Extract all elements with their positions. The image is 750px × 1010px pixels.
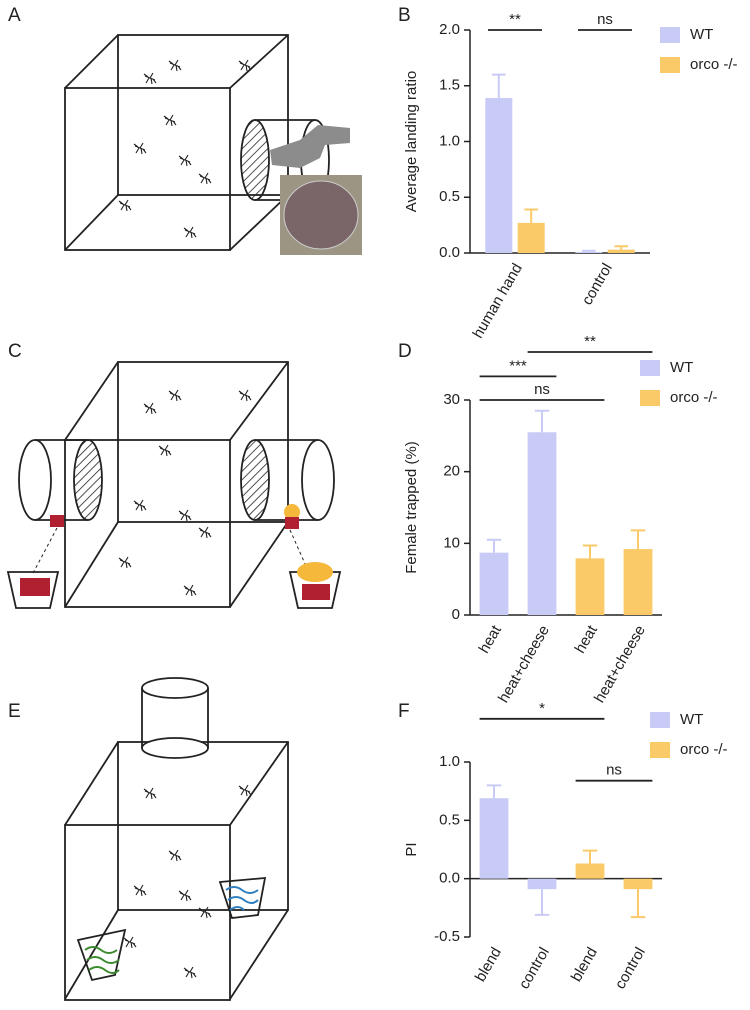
bar: [607, 249, 635, 253]
x-tick-label: control: [579, 260, 616, 307]
y-tick-label: 20: [443, 463, 460, 480]
panel-labels: A B C D E F: [8, 5, 412, 722]
y-tick-label: 1.0: [439, 132, 460, 149]
significance-label: ***: [509, 357, 527, 374]
error-bar: [486, 538, 502, 553]
error-bar: [630, 889, 646, 919]
y-tick-label: -0.5: [434, 928, 460, 945]
bar: [623, 878, 653, 890]
cage-diagram: [64, 34, 362, 255]
significance-label: ns: [534, 381, 550, 398]
error-bar: [582, 849, 598, 864]
y-axis-label: Average landing ratio: [403, 71, 420, 213]
panel-label: D: [398, 341, 412, 362]
bar: [527, 878, 557, 890]
y-tick-label: 0.5: [439, 811, 460, 828]
x-tick-label: blend: [472, 944, 505, 984]
y-tick-label: 2.0: [439, 21, 460, 38]
trap-diagram: [6, 361, 342, 609]
error-bar: [486, 784, 502, 799]
panel-label: E: [8, 701, 21, 722]
panel-label: C: [8, 341, 22, 362]
x-tick-label: human hand: [469, 260, 525, 341]
legend-swatch: [640, 390, 660, 406]
significance-label: **: [584, 333, 596, 350]
legend-swatch: [640, 360, 660, 376]
y-tick-label: 1.0: [439, 753, 460, 770]
error-bar: [524, 208, 538, 223]
significance-label: ns: [606, 762, 622, 779]
legend-swatch: [650, 712, 670, 728]
significance-label: *: [539, 700, 545, 717]
legend-swatch: [660, 27, 680, 43]
x-tick-label: heat: [572, 622, 602, 657]
significance-label: **: [509, 11, 521, 28]
legend-label: orco -/-: [670, 389, 718, 406]
y-axis-label: PI: [403, 842, 420, 856]
legend-label: WT: [690, 26, 713, 43]
panel-label: B: [398, 5, 411, 26]
panel-label: F: [398, 701, 410, 722]
x-tick-label: heat+cheese: [495, 622, 553, 705]
bar: [575, 251, 603, 253]
legend-label: orco -/-: [680, 741, 728, 758]
legend-label: WT: [680, 711, 703, 728]
bar: [479, 552, 509, 615]
error-bar: [582, 544, 598, 559]
significance-label: ns: [597, 11, 613, 28]
bar: [485, 98, 513, 253]
bar: [575, 863, 605, 879]
y-axis-label: Female trapped (%): [403, 441, 420, 574]
error-bar: [582, 249, 596, 252]
bar: [623, 549, 653, 615]
y-tick-label: 0: [452, 606, 460, 623]
y-tick-label: 0.5: [439, 188, 460, 205]
x-tick-label: control: [516, 944, 553, 991]
error-bar: [492, 73, 506, 99]
bar: [479, 798, 509, 879]
x-tick-label: heat+cheese: [591, 622, 649, 705]
y-tick-label: 0.0: [439, 870, 460, 887]
error-bar: [534, 889, 550, 916]
bar: [517, 222, 545, 253]
legend-label: orco -/-: [690, 56, 738, 73]
x-tick-label: blend: [568, 944, 601, 984]
y-tick-label: 30: [443, 391, 460, 408]
x-tick-label: heat: [476, 622, 506, 657]
bar: [527, 432, 557, 615]
x-tick-label: control: [612, 944, 649, 991]
bar: [575, 558, 605, 615]
error-bar: [534, 409, 550, 433]
legend-swatch: [650, 742, 670, 758]
legend-label: WT: [670, 359, 693, 376]
panel-label: A: [8, 5, 21, 26]
legend-swatch: [660, 57, 680, 73]
y-tick-label: 0.0: [439, 244, 460, 261]
y-tick-label: 10: [443, 534, 460, 551]
olfactometer-diagram: [64, 677, 289, 1001]
y-tick-label: 1.5: [439, 77, 460, 94]
error-bar: [614, 245, 628, 250]
error-bar: [630, 529, 646, 550]
